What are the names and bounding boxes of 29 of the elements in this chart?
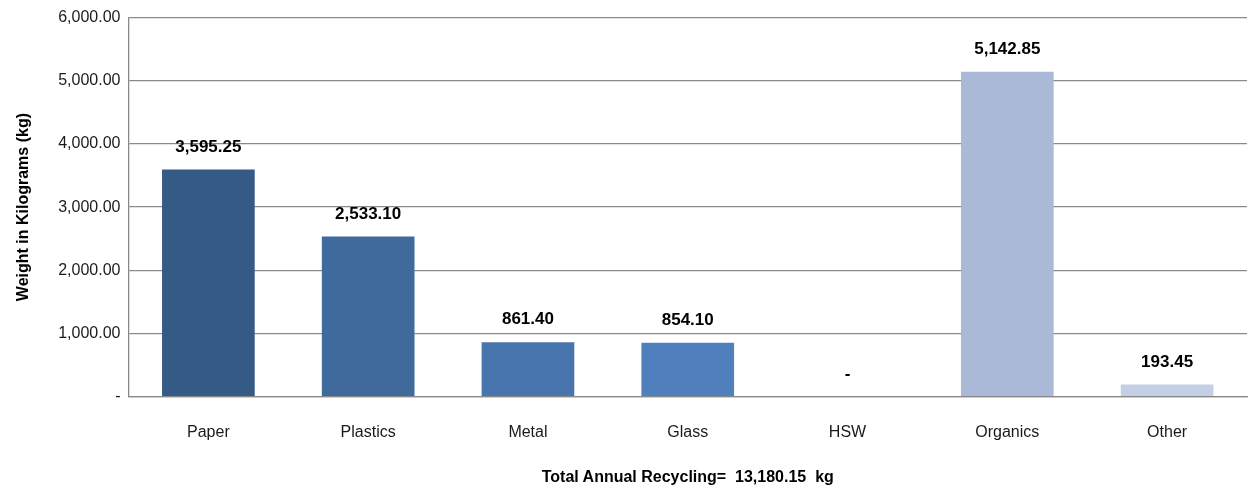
y-tick-label: 3,000.00: [58, 197, 121, 215]
x-tick-label: HSW: [828, 422, 868, 440]
data-label: 861.40: [501, 309, 554, 329]
bar: [321, 236, 415, 396]
x-tick-label: Other: [1147, 422, 1188, 440]
data-label: -: [844, 363, 851, 383]
y-tick-label: 2,000.00: [58, 260, 121, 278]
data-label: 5,142.85: [974, 38, 1041, 58]
x-tick-label: Paper: [187, 422, 231, 440]
y-tick-label: 6,000.00: [58, 8, 121, 26]
y-tick-label: 4,000.00: [58, 134, 121, 152]
x-tick-label: Organics: [975, 422, 1040, 440]
bar: [641, 342, 735, 396]
data-label: 193.45: [1141, 351, 1194, 371]
y-axis-title: Weight in Kilograms (kg): [14, 113, 32, 302]
y-tick-label: -: [115, 387, 121, 405]
y-tick-label: 5,000.00: [58, 71, 121, 89]
data-label: 3,595.25: [175, 136, 242, 156]
data-label: 854.10: [661, 309, 714, 329]
data-label: 2,533.10: [335, 203, 402, 223]
x-axis-title: Total Annual Recycling= 13,180.15 kg: [541, 467, 834, 485]
x-tick-label: Metal: [508, 422, 548, 440]
bar: [960, 71, 1054, 396]
y-tick-label: 1,000.00: [58, 323, 121, 341]
x-tick-label: Plastics: [340, 422, 396, 440]
bar: [1120, 384, 1214, 396]
bar: [481, 342, 575, 396]
bar: [162, 169, 255, 396]
x-tick-label: Glass: [667, 422, 709, 440]
